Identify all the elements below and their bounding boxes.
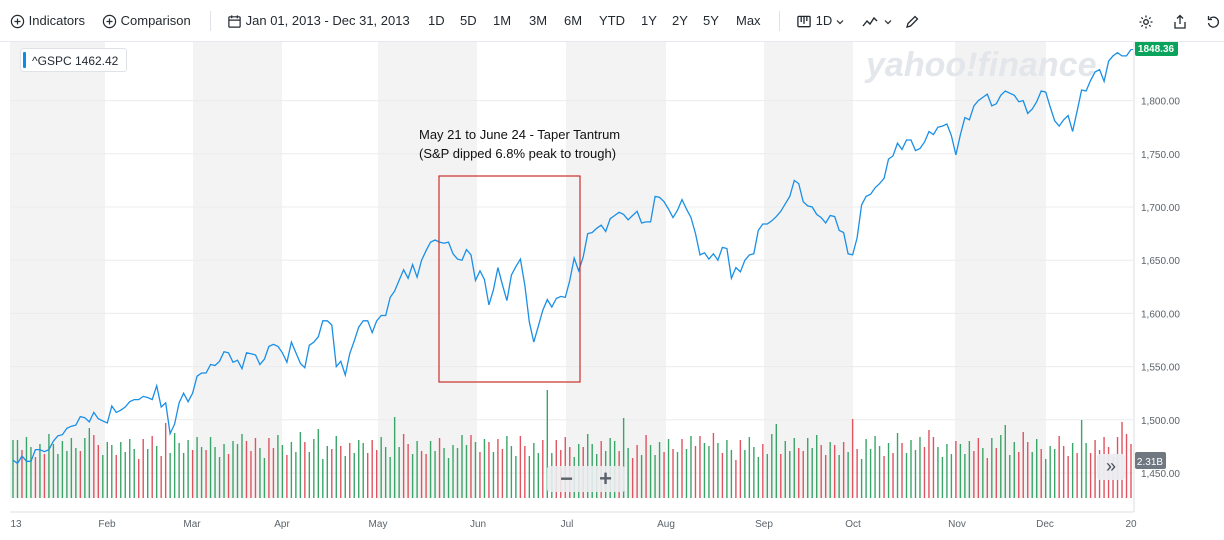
y-tick-label: 1,450.00 xyxy=(1141,469,1180,480)
calendar-icon xyxy=(228,15,241,28)
y-tick-label: 1,550.00 xyxy=(1141,363,1180,374)
range-button-5d[interactable]: 5D xyxy=(460,13,477,28)
chart-toolbar: Indicators Comparison Jan 01, 2013 - Dec… xyxy=(0,0,1224,42)
indicators-button[interactable]: Indicators xyxy=(10,11,85,31)
x-tick-label: Jul xyxy=(561,519,574,530)
range-button-max[interactable]: Max xyxy=(736,13,761,28)
last-value-label: 1848.36 xyxy=(1138,44,1175,55)
volume-label: 2.31B xyxy=(1137,457,1163,468)
x-tick-label: Nov xyxy=(948,519,966,530)
symbol-legend[interactable]: ^GSPC 1462.42 xyxy=(20,48,128,72)
interval-label: 1D xyxy=(815,13,833,28)
interval-select[interactable]: 1D xyxy=(796,11,844,31)
range-button-ytd[interactable]: YTD xyxy=(599,13,625,28)
x-tick-label: Sep xyxy=(755,519,773,530)
plus-circle-icon xyxy=(102,14,117,29)
share-icon xyxy=(1174,14,1186,29)
x-tick-label: Dec xyxy=(1036,519,1054,530)
x-tick-label: 13 xyxy=(10,519,22,530)
month-band xyxy=(10,42,105,498)
gear-icon xyxy=(1139,15,1153,29)
pencil-icon xyxy=(906,15,919,28)
comparison-label: Comparison xyxy=(120,13,191,28)
indicators-label: Indicators xyxy=(28,13,85,28)
month-band xyxy=(566,42,666,498)
annotation-box xyxy=(438,175,581,383)
month-band xyxy=(378,42,477,498)
x-tick-label: Mar xyxy=(183,519,201,530)
x-tick-label: Oct xyxy=(845,519,861,530)
month-band xyxy=(764,42,853,498)
yahoo-finance-watermark: yahoo!finance xyxy=(864,46,1096,84)
y-axis: 1,450.00 1,500.00 1,550.00 1,600.00 1,650.00… xyxy=(1133,42,1180,512)
y-tick-label: 1,650.00 xyxy=(1141,256,1180,267)
reset-icon xyxy=(1207,15,1220,28)
month-band xyxy=(955,42,1046,498)
range-button-1m[interactable]: 1M xyxy=(493,13,512,28)
y-tick-label: 1,800.00 xyxy=(1141,97,1180,108)
annotation-line-2: (S&P dipped 6.8% peak to trough) xyxy=(419,146,616,161)
x-tick-label: 20 xyxy=(1125,519,1137,530)
comparison-button[interactable]: Comparison xyxy=(102,11,191,31)
range-button-2y[interactable]: 2Y xyxy=(672,13,688,28)
share-button[interactable] xyxy=(1172,11,1188,31)
zoom-controls: − + xyxy=(547,466,625,492)
toolbar-divider xyxy=(210,11,211,31)
last-value-badge: 1848.36 xyxy=(1135,42,1178,56)
month-bands xyxy=(10,42,1046,498)
candle-icon xyxy=(797,15,811,28)
date-range-label: Jan 01, 2013 - Dec 31, 2013 xyxy=(245,13,410,28)
x-tick-label: Aug xyxy=(657,519,675,530)
chart-type-select[interactable] xyxy=(862,11,892,31)
toolbar-divider xyxy=(779,11,780,31)
draw-button[interactable] xyxy=(904,11,920,31)
price-line xyxy=(12,49,1132,465)
x-tick-label: Apr xyxy=(274,519,290,530)
volume-badge: 2.31B xyxy=(1135,452,1166,469)
range-button-5y[interactable]: 5Y xyxy=(703,13,719,28)
range-button-3m[interactable]: 3M xyxy=(529,13,548,28)
x-tick-label: Jun xyxy=(470,519,486,530)
reset-button[interactable] xyxy=(1205,11,1221,31)
range-button-1d[interactable]: 1D xyxy=(428,13,445,28)
month-band xyxy=(193,42,282,498)
y-tick-label: 1,600.00 xyxy=(1141,309,1180,320)
x-axis: 13 Feb Mar Apr May Jun Jul Aug Sep Oct Nov Dec 20 xyxy=(10,511,1137,530)
range-button-1y[interactable]: 1Y xyxy=(641,13,657,28)
annotation-line-1: May 21 to June 24 - Taper Tantrum xyxy=(419,127,620,142)
date-range-button[interactable]: Jan 01, 2013 - Dec 31, 2013 xyxy=(227,11,410,31)
expand-button[interactable]: » xyxy=(1097,454,1125,480)
range-button-6m[interactable]: 6M xyxy=(564,13,583,28)
chevron-down-icon xyxy=(884,19,892,24)
zoom-out-button[interactable]: − xyxy=(560,466,573,491)
y-tick-label: 1,500.00 xyxy=(1141,416,1180,427)
x-tick-label: Feb xyxy=(98,519,116,530)
line-chart-icon xyxy=(862,16,878,26)
symbol-legend-label: ^GSPC 1462.42 xyxy=(32,54,119,68)
price-series xyxy=(12,49,1133,465)
zoom-in-button[interactable]: + xyxy=(599,466,612,491)
y-tick-label: 1,700.00 xyxy=(1141,203,1180,214)
chevron-down-icon xyxy=(836,19,844,24)
taper-tantrum-annotation: May 21 to June 24 - Taper Tantrum (S&P d… xyxy=(419,127,620,383)
y-tick-label: 1,750.00 xyxy=(1141,150,1180,161)
x-tick-label: May xyxy=(369,519,388,530)
settings-button[interactable] xyxy=(1138,11,1154,31)
plus-circle-icon xyxy=(10,14,25,29)
